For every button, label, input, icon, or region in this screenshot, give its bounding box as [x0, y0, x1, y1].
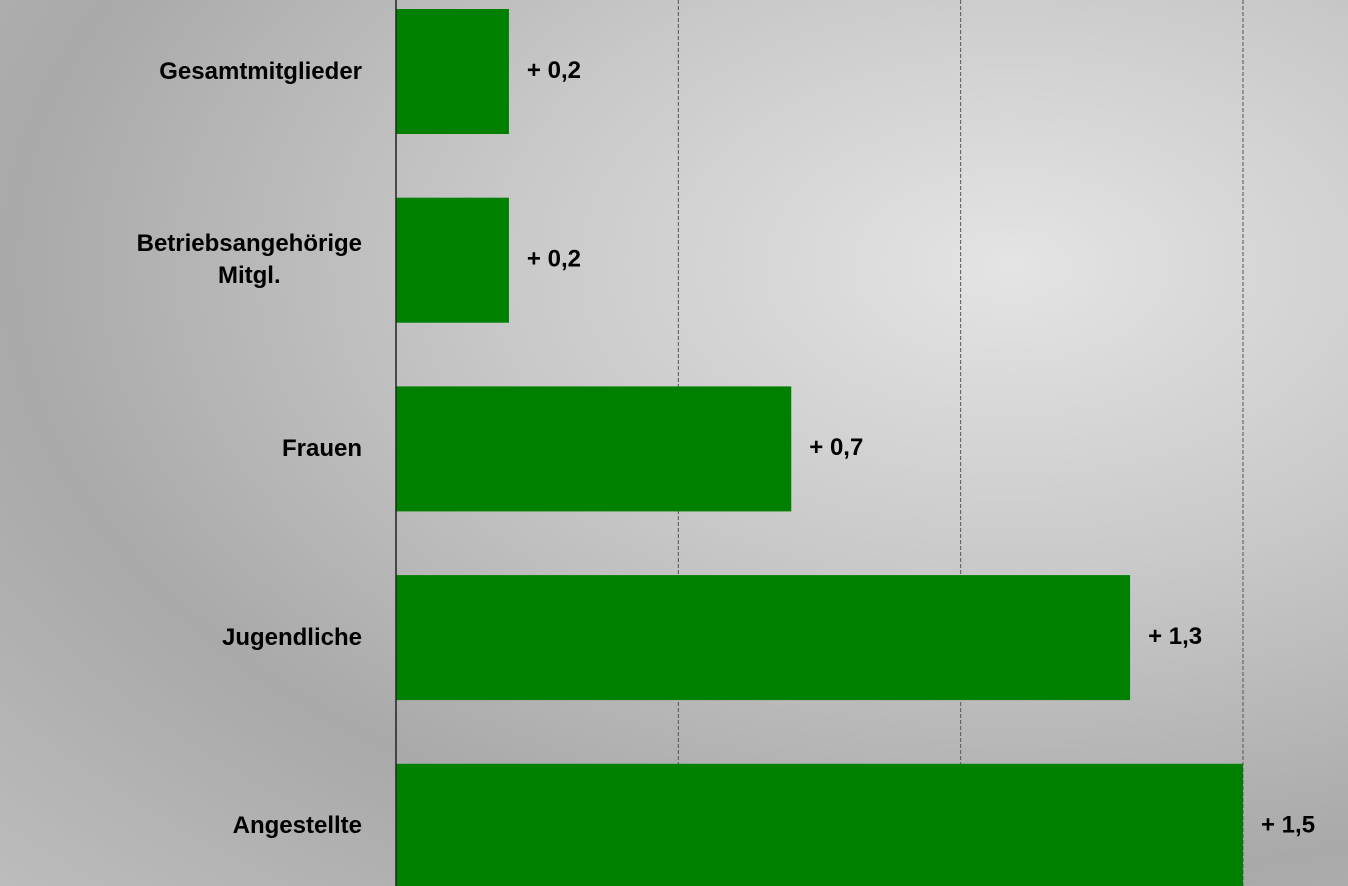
bar [396, 575, 1130, 700]
category-label: Jugendliche [222, 622, 362, 654]
category-label: Angestellte [233, 810, 362, 842]
bar [396, 198, 509, 323]
category-label: Frauen [282, 433, 362, 465]
category-label: Gesamtmitglieder [159, 56, 362, 88]
bar [396, 9, 509, 134]
page: + 0,2+ 0,2+ 0,7+ 1,3+ 1,5 (() => { const… [0, 0, 1348, 886]
chart: + 0,2 + 0,2 + 0,7 + 1,3 + 1,5 [0, 0, 1348, 886]
bar [396, 386, 791, 511]
value-label: + 1,5 [1261, 812, 1315, 839]
category-label: Betriebsangehörige Mitgl. [137, 228, 362, 292]
value-label: + 0,2 [527, 246, 581, 273]
value-label: + 1,3 [1148, 623, 1202, 650]
bar [396, 764, 1243, 886]
value-label: + 0,2 [527, 57, 581, 84]
value-label: + 0,7 [809, 434, 863, 461]
